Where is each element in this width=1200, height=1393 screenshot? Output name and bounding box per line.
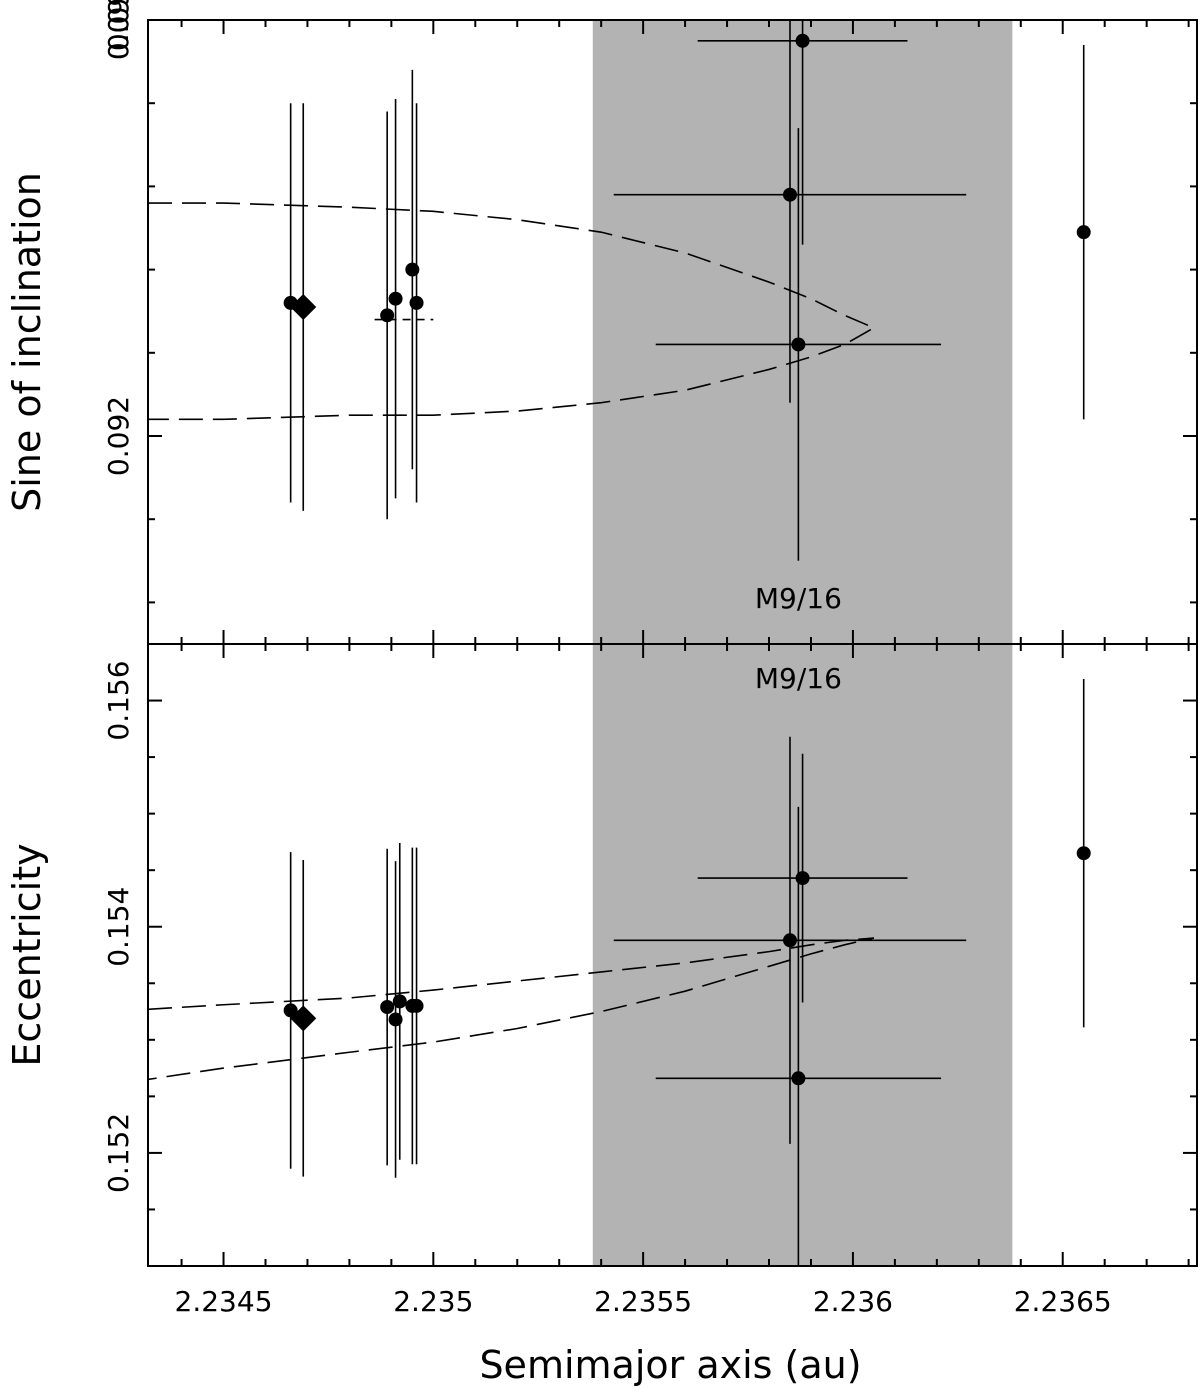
data-point xyxy=(791,1071,806,1086)
x-axis-label: Semimajor axis (au) xyxy=(479,1343,861,1387)
x-tick-label: 2.236 xyxy=(813,1285,893,1318)
data-point xyxy=(392,994,407,1009)
y-axis-label: Sine of inclination xyxy=(5,172,49,512)
data-point xyxy=(380,308,395,323)
data-point xyxy=(782,187,797,202)
data-point xyxy=(388,291,403,306)
diamond-point xyxy=(290,294,317,321)
dashed-curve xyxy=(148,202,876,421)
region-annotation: M9/16 xyxy=(755,582,842,615)
data-point xyxy=(782,933,797,948)
y-axis-label: Eccentricity xyxy=(5,843,49,1066)
x-tick-label: 2.2355 xyxy=(594,1285,692,1318)
x-tick-label: 2.2345 xyxy=(175,1285,273,1318)
y-tick-label: 0.152 xyxy=(102,1113,135,1193)
data-point xyxy=(409,295,424,310)
x-tick-label: 2.235 xyxy=(393,1285,473,1318)
y-tick-label: 0.154 xyxy=(102,887,135,967)
region-annotation: M9/16 xyxy=(755,662,842,695)
y-tick-label: 0.09 xyxy=(102,0,135,51)
diamond-point xyxy=(290,1005,317,1032)
data-point xyxy=(795,871,810,886)
data-point xyxy=(795,33,810,48)
data-point xyxy=(1076,846,1091,861)
plot-frame xyxy=(147,643,1198,1267)
chart-panel-bottom: 0.152 0.154 0.156 2.2345 2.235 2.2355 2.236 2.2… xyxy=(5,643,1198,1387)
data-point xyxy=(791,337,806,352)
dashed-curve xyxy=(147,937,875,1081)
data-point xyxy=(283,1003,298,1018)
data-point xyxy=(380,1000,395,1015)
data-point xyxy=(1076,225,1091,240)
x-tick-label: 2.2365 xyxy=(1014,1285,1112,1318)
y-tick-label: 0.156 xyxy=(102,660,135,740)
data-point xyxy=(409,998,424,1013)
y-tick-label: 0.092 xyxy=(102,396,135,476)
y-tick-label: 0.093 xyxy=(102,0,135,60)
